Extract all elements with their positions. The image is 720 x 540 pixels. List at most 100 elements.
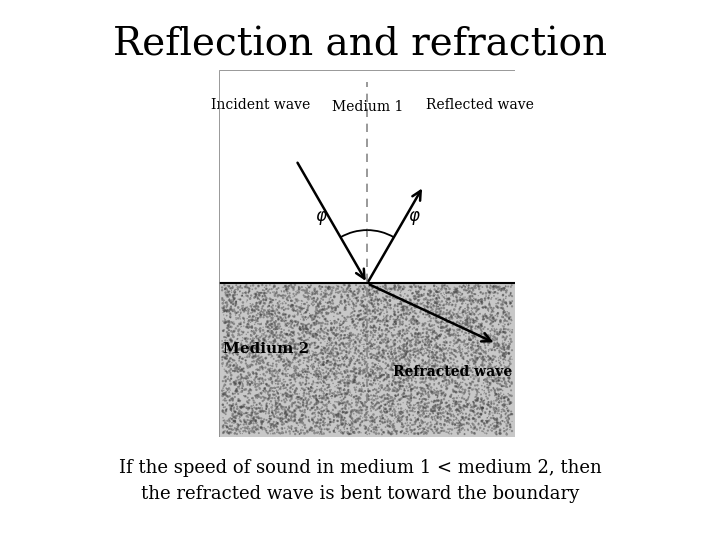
Point — [298, 356, 310, 365]
Point — [305, 385, 316, 394]
Point — [423, 418, 434, 427]
Point — [425, 303, 436, 312]
Point — [392, 367, 404, 375]
Point — [297, 368, 309, 377]
Point — [306, 321, 318, 329]
Point — [440, 285, 451, 294]
Point — [276, 287, 287, 296]
Point — [401, 374, 413, 383]
Point — [395, 407, 407, 416]
Point — [469, 429, 480, 437]
Point — [354, 385, 366, 394]
Point — [342, 333, 354, 342]
Point — [251, 352, 262, 361]
Point — [401, 364, 413, 373]
Point — [441, 309, 452, 318]
Point — [348, 376, 359, 385]
Point — [492, 373, 504, 382]
Point — [364, 321, 376, 330]
Point — [248, 302, 259, 311]
Point — [257, 343, 269, 352]
Point — [219, 416, 230, 425]
Point — [384, 405, 396, 414]
Point — [398, 422, 410, 430]
Point — [224, 401, 235, 409]
Point — [475, 366, 487, 374]
Point — [283, 356, 294, 365]
Point — [233, 379, 245, 387]
Point — [240, 392, 251, 401]
Point — [258, 283, 270, 292]
Point — [234, 295, 246, 303]
Point — [312, 289, 323, 298]
Point — [302, 362, 314, 371]
Point — [261, 389, 273, 398]
Point — [284, 370, 296, 379]
Point — [361, 332, 373, 341]
Point — [500, 348, 511, 357]
Point — [220, 376, 232, 385]
Point — [387, 377, 399, 386]
Point — [402, 394, 413, 403]
Point — [399, 297, 410, 306]
Point — [288, 282, 300, 291]
Point — [352, 289, 364, 298]
Point — [338, 313, 350, 322]
Point — [454, 388, 466, 396]
Point — [404, 323, 415, 332]
Point — [279, 397, 291, 406]
Point — [392, 313, 404, 321]
Point — [497, 348, 508, 357]
Point — [292, 307, 303, 316]
Point — [230, 377, 242, 386]
Point — [354, 428, 366, 436]
Point — [362, 330, 374, 339]
Point — [379, 294, 390, 302]
Point — [336, 390, 347, 399]
Point — [423, 352, 434, 361]
Point — [377, 346, 388, 355]
Point — [364, 339, 376, 347]
Point — [341, 348, 352, 356]
Point — [497, 350, 508, 359]
Point — [259, 309, 271, 318]
Point — [499, 407, 510, 416]
Point — [459, 420, 470, 429]
Point — [415, 348, 427, 357]
Point — [466, 323, 477, 332]
Point — [383, 427, 395, 435]
Point — [488, 343, 500, 352]
Point — [329, 382, 341, 391]
Point — [467, 368, 478, 377]
Point — [336, 418, 347, 427]
Point — [310, 320, 321, 329]
Point — [441, 338, 452, 347]
Point — [397, 423, 408, 431]
Point — [342, 371, 354, 380]
Point — [398, 389, 410, 398]
Point — [290, 295, 302, 303]
Point — [454, 346, 466, 355]
Point — [488, 396, 500, 405]
Point — [393, 368, 405, 376]
Point — [344, 421, 356, 429]
Point — [386, 364, 397, 373]
Point — [255, 359, 266, 368]
Point — [450, 368, 462, 376]
Point — [280, 341, 292, 350]
Point — [333, 365, 345, 374]
Point — [441, 294, 453, 303]
Point — [381, 373, 392, 381]
Point — [409, 309, 420, 318]
Point — [286, 426, 297, 434]
Point — [326, 392, 338, 400]
Point — [458, 389, 469, 398]
Point — [492, 309, 504, 318]
Point — [434, 409, 446, 417]
Point — [310, 387, 321, 395]
Point — [263, 307, 274, 316]
Point — [397, 293, 409, 301]
Point — [384, 297, 396, 306]
Point — [246, 347, 257, 355]
Point — [439, 360, 451, 369]
